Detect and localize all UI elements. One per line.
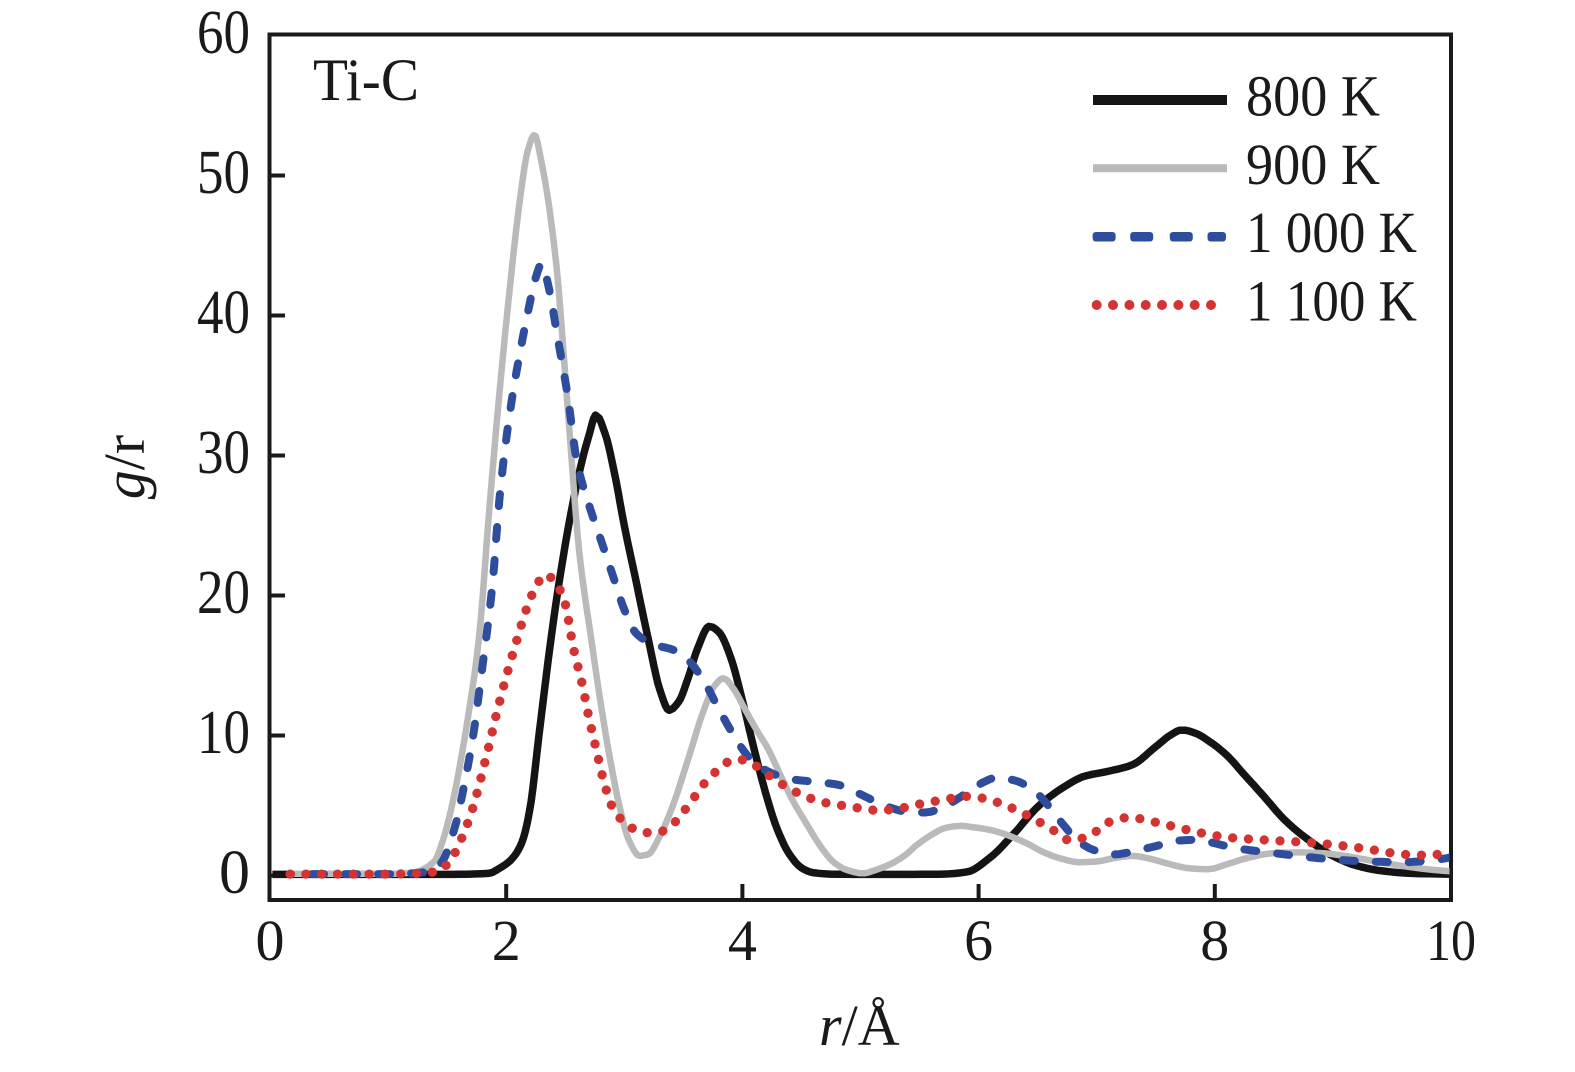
svg-text:1 000 K: 1 000 K — [1246, 200, 1417, 265]
svg-text:40: 40 — [197, 279, 250, 347]
svg-text:800 K: 800 K — [1246, 64, 1380, 129]
svg-text:4: 4 — [728, 908, 757, 973]
svg-text:Ti-C: Ti-C — [313, 47, 419, 113]
svg-text:6: 6 — [964, 908, 993, 973]
svg-text:0: 0 — [256, 908, 285, 973]
svg-text:r/Å: r/Å — [819, 993, 900, 1058]
svg-text:0: 0 — [219, 839, 250, 907]
svg-text:10: 10 — [1426, 908, 1476, 973]
svg-text:8: 8 — [1200, 908, 1229, 973]
svg-text:10: 10 — [197, 699, 250, 767]
svg-text:50: 50 — [197, 139, 250, 207]
svg-text:900 K: 900 K — [1246, 132, 1380, 197]
svg-text:1 100 K: 1 100 K — [1246, 269, 1417, 334]
svg-text:30: 30 — [197, 419, 250, 487]
svg-text:2: 2 — [492, 908, 521, 973]
svg-text:60: 60 — [197, 0, 250, 67]
svg-text:20: 20 — [197, 559, 250, 627]
svg-text:g/r: g/r — [92, 435, 157, 499]
